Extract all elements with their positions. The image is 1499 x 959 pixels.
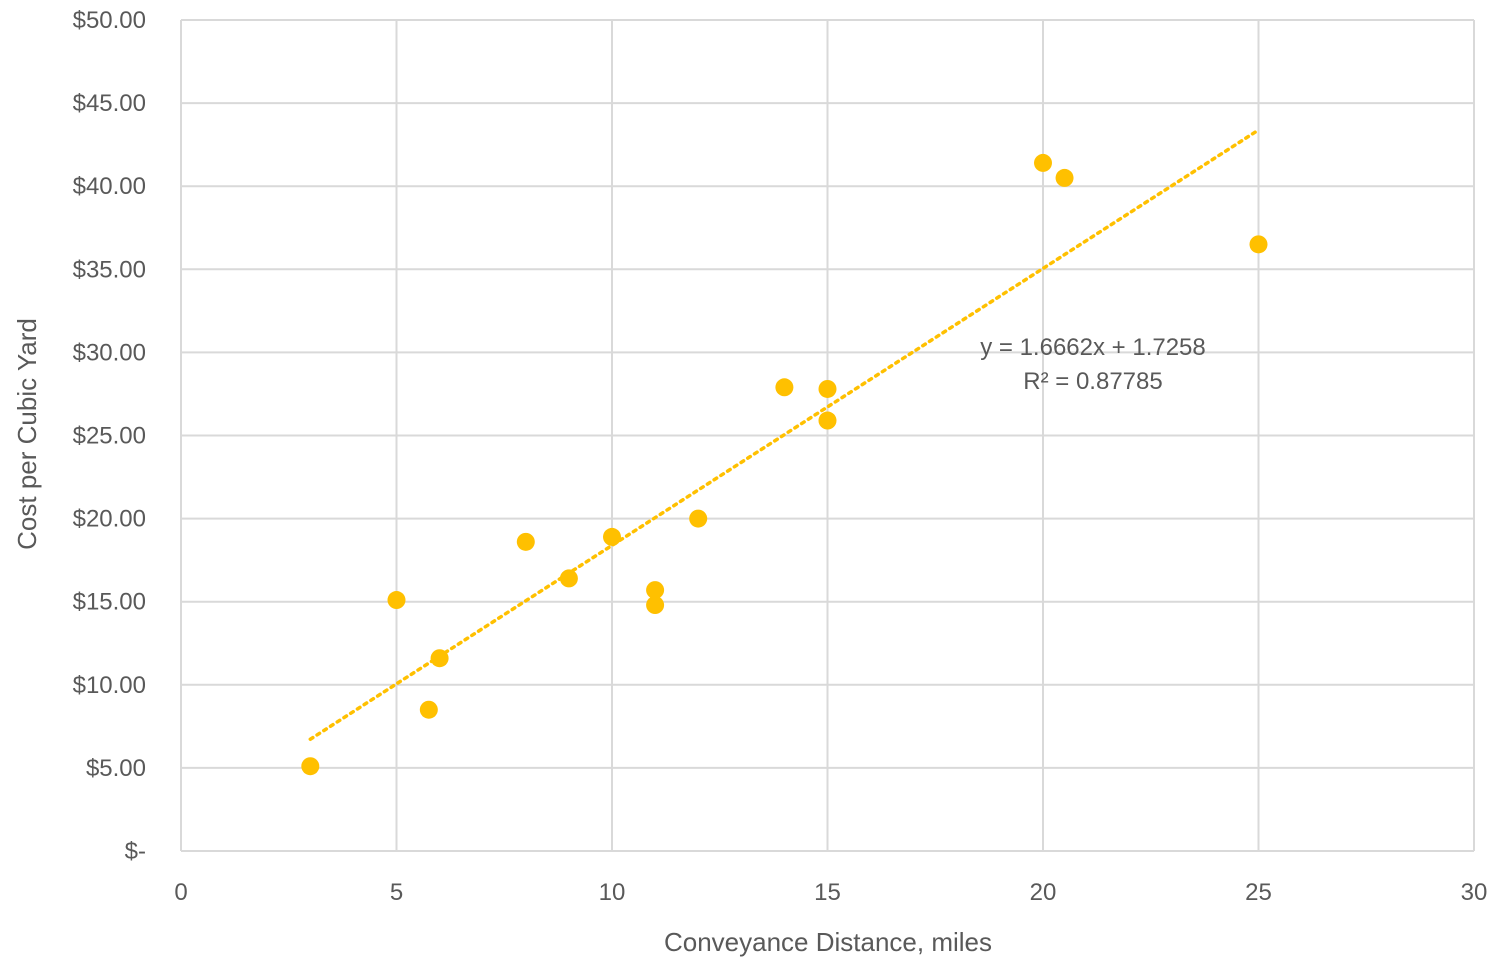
data-point <box>387 591 406 610</box>
y-tick-label: $35.00 <box>73 256 146 283</box>
trendline <box>308 128 1261 741</box>
data-point <box>559 569 578 588</box>
data-point <box>818 379 837 398</box>
data-point <box>1249 235 1268 254</box>
x-tick-label: 25 <box>1245 879 1272 906</box>
data-point <box>516 532 535 551</box>
y-axis-title: Cost per Cubic Yard <box>12 318 42 550</box>
trendline-equation: y = 1.6662x + 1.7258 <box>980 334 1206 361</box>
trendline-group <box>308 128 1261 741</box>
y-tick-label: $- <box>125 838 146 865</box>
y-tick-label: $5.00 <box>86 755 146 782</box>
x-tick-label: 15 <box>814 879 841 906</box>
data-point <box>689 509 708 528</box>
x-tick-label: 5 <box>390 879 403 906</box>
data-point <box>1034 153 1052 172</box>
x-tick-label: 10 <box>599 879 626 906</box>
data-point <box>430 649 449 668</box>
x-tick-label: 20 <box>1030 879 1057 906</box>
y-tick-labels: $- $5.00 $10.00 $15.00 $20.00 $25.00 $30.00 $35… <box>73 7 146 865</box>
data-point <box>603 527 621 546</box>
y-tick-label: $40.00 <box>73 173 146 200</box>
gridlines <box>181 19 1475 851</box>
y-tick-label: $20.00 <box>73 506 146 533</box>
x-tick-label: 0 <box>174 879 187 906</box>
data-point <box>646 581 665 600</box>
data-point <box>775 378 794 397</box>
data-point <box>646 596 665 615</box>
y-tick-label: $15.00 <box>73 589 146 616</box>
data-point <box>301 757 320 776</box>
axes <box>180 20 1474 852</box>
y-tick-label: $45.00 <box>73 90 146 117</box>
data-point <box>1055 168 1074 187</box>
y-tick-label: $30.00 <box>73 339 146 366</box>
y-tick-label: $10.00 <box>73 672 146 699</box>
x-axis-title: Conveyance Distance, miles <box>664 927 992 957</box>
data-point <box>818 411 837 430</box>
y-tick-label: $50.00 <box>73 7 146 34</box>
x-tick-label: 30 <box>1461 879 1488 906</box>
data-point <box>419 700 438 719</box>
x-tick-labels: 0 5 10 15 20 25 30 <box>174 879 1487 906</box>
data-points <box>301 153 1268 776</box>
trendline-r-squared: R² = 0.87785 <box>1023 368 1162 395</box>
y-tick-label: $25.00 <box>73 423 146 450</box>
